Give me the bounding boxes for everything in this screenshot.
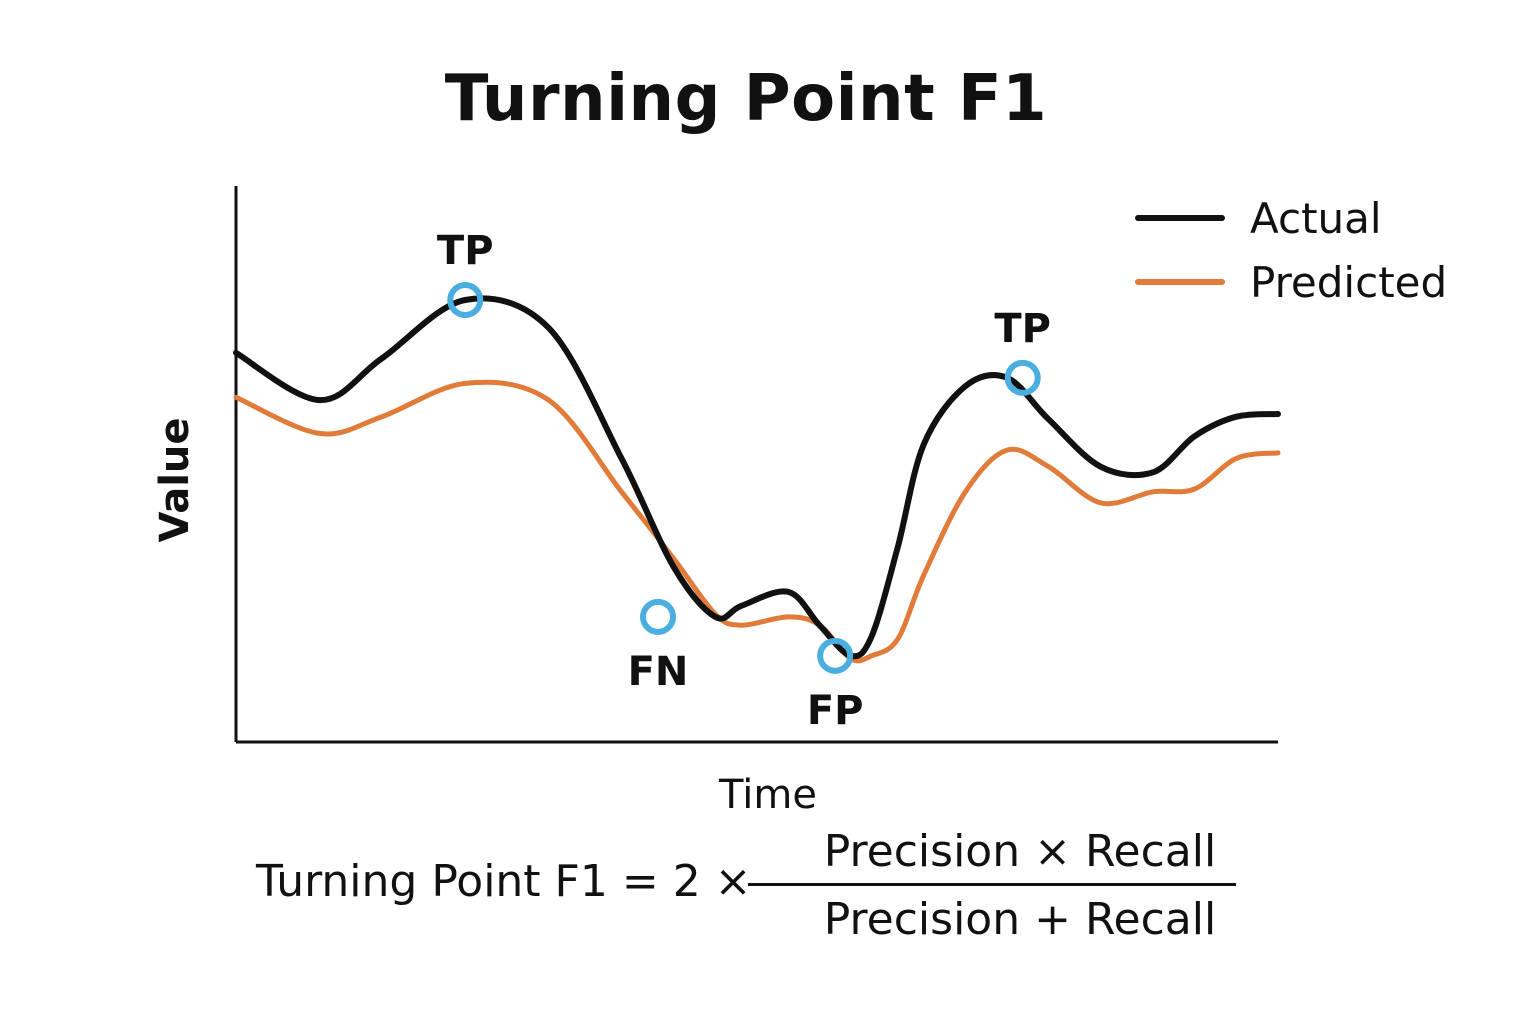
turning-point-marker-tp-1 xyxy=(447,281,484,318)
turning-point-label-fn-2: FN xyxy=(628,649,689,695)
formula-lhs: Turning Point F1 = 2 × xyxy=(256,856,752,907)
chart-axes xyxy=(234,186,1278,744)
series-line-predicted xyxy=(233,379,1281,664)
formula-numerator: Precision × Recall xyxy=(823,826,1217,877)
f1-formula: Turning Point F1 = 2 × Precision × Recal… xyxy=(0,820,1536,970)
turning-point-marker-tp-4 xyxy=(1004,359,1041,396)
chart-title: Turning Point F1 xyxy=(444,62,1048,136)
series-line-actual xyxy=(233,295,1281,660)
marker-layer: TP FN FP TP xyxy=(437,228,1051,734)
turning-point-marker-fn-2 xyxy=(640,598,677,635)
legend: Actual Predicted xyxy=(1135,194,1447,307)
series-layer xyxy=(233,295,1281,664)
y-axis-label: Value xyxy=(152,417,198,542)
legend-label-predicted: Predicted xyxy=(1250,258,1447,307)
legend-label-actual: Actual xyxy=(1250,194,1382,243)
turning-point-marker-fp-3 xyxy=(817,637,854,674)
x-axis-label: Time xyxy=(718,772,817,818)
turning-point-label-fp-3: FP xyxy=(807,688,864,734)
turning-point-label-tp-1: TP xyxy=(437,228,494,274)
formula-fraction-bar xyxy=(748,883,1236,886)
turning-point-label-tp-4: TP xyxy=(994,306,1051,352)
formula-denominator: Precision + Recall xyxy=(823,894,1217,945)
